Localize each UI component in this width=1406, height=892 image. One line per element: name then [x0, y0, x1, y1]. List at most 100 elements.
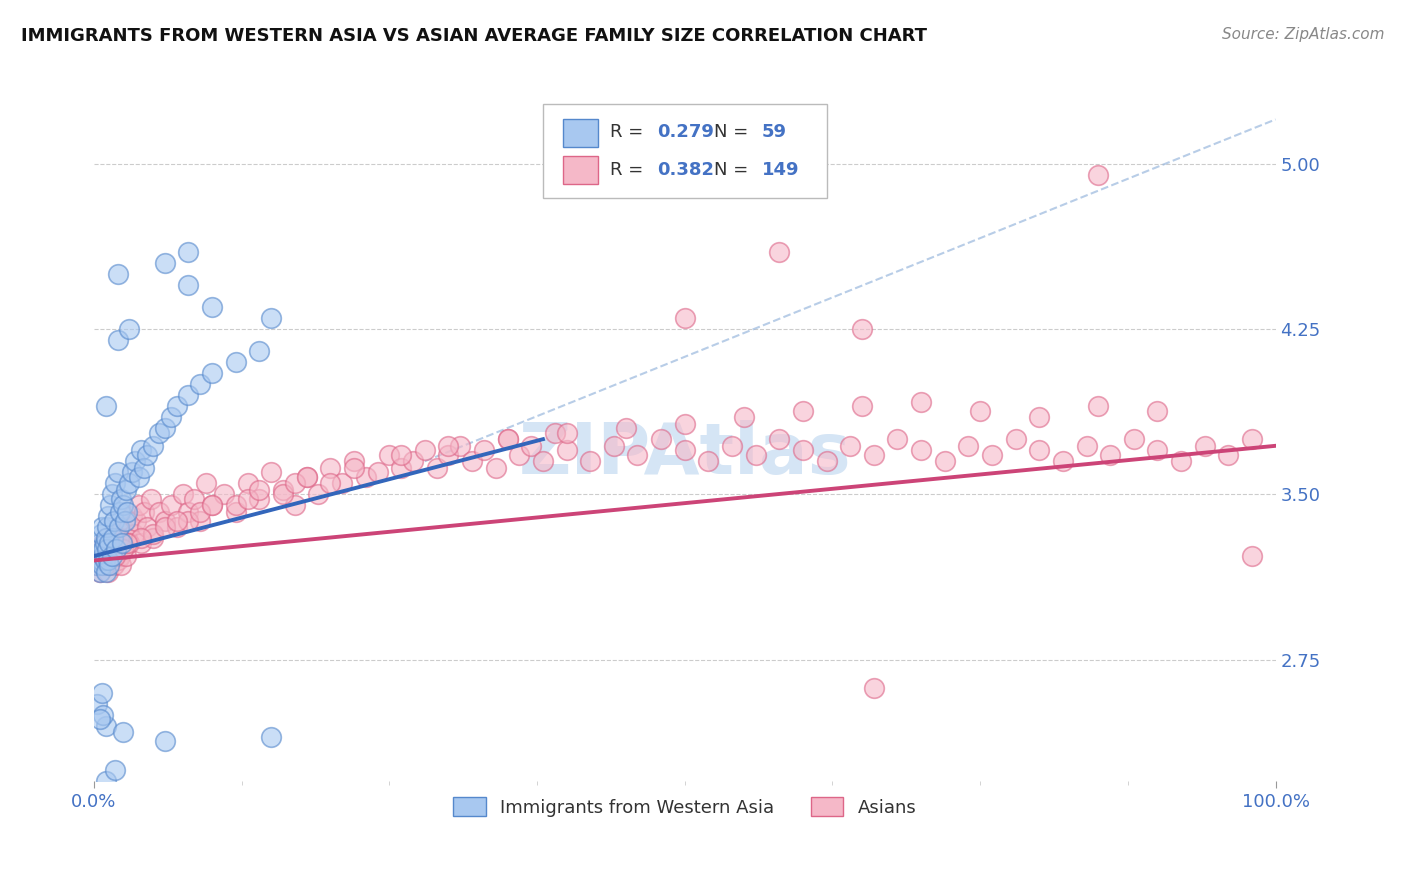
Point — [112, 542, 135, 557]
Point — [90, 527, 112, 541]
FancyBboxPatch shape — [543, 103, 827, 197]
Point — [744, 448, 766, 462]
Point — [247, 491, 270, 506]
Point — [93, 553, 115, 567]
Point — [461, 454, 484, 468]
Point — [910, 394, 932, 409]
Legend: Immigrants from Western Asia, Asians: Immigrants from Western Asia, Asians — [446, 790, 924, 824]
Point — [201, 499, 224, 513]
Point — [94, 399, 117, 413]
Point — [1099, 448, 1122, 462]
Point — [544, 425, 567, 440]
Text: 59: 59 — [762, 122, 786, 141]
Point — [111, 536, 134, 550]
Point — [98, 542, 121, 557]
Point — [104, 527, 127, 541]
Point — [236, 491, 259, 506]
Point — [91, 686, 114, 700]
Point — [107, 333, 129, 347]
Point — [86, 558, 108, 572]
Point — [93, 558, 115, 572]
Point — [1194, 439, 1216, 453]
Point — [437, 448, 460, 462]
Point — [271, 483, 294, 497]
Point — [225, 505, 247, 519]
Point — [114, 536, 136, 550]
Point — [673, 417, 696, 431]
Text: 0.382: 0.382 — [658, 161, 714, 178]
Point — [86, 558, 108, 572]
Point — [98, 558, 121, 572]
Point — [1170, 454, 1192, 468]
Point — [957, 439, 980, 453]
Point — [284, 499, 307, 513]
Point — [496, 432, 519, 446]
Point — [1240, 432, 1263, 446]
Point — [101, 549, 124, 563]
Point — [107, 536, 129, 550]
Point — [531, 454, 554, 468]
Point — [97, 565, 120, 579]
Point — [114, 483, 136, 497]
Point — [673, 443, 696, 458]
Point — [768, 244, 790, 259]
Point — [354, 469, 377, 483]
Point — [129, 536, 152, 550]
Point — [260, 730, 283, 744]
Point — [851, 322, 873, 336]
Point — [100, 553, 122, 567]
Point — [1028, 410, 1050, 425]
Text: IMMIGRANTS FROM WESTERN ASIA VS ASIAN AVERAGE FAMILY SIZE CORRELATION CHART: IMMIGRANTS FROM WESTERN ASIA VS ASIAN AV… — [21, 27, 927, 45]
Point — [93, 707, 115, 722]
Point — [104, 549, 127, 563]
Point — [768, 432, 790, 446]
Point — [132, 461, 155, 475]
Point — [862, 681, 884, 696]
Point — [437, 439, 460, 453]
Point — [94, 532, 117, 546]
Point — [100, 499, 122, 513]
Point — [159, 410, 181, 425]
Point — [177, 277, 200, 292]
Point — [295, 469, 318, 483]
Point — [121, 465, 143, 479]
Point — [89, 565, 111, 579]
Point — [89, 712, 111, 726]
Point — [98, 536, 121, 550]
Point — [87, 549, 110, 563]
Text: ZIPAtlas: ZIPAtlas — [519, 420, 851, 489]
Point — [402, 454, 425, 468]
Point — [166, 514, 188, 528]
Point — [87, 542, 110, 557]
Point — [124, 454, 146, 468]
Point — [93, 558, 115, 572]
Point — [86, 697, 108, 711]
Point — [100, 487, 122, 501]
Point — [626, 448, 648, 462]
Point — [148, 425, 170, 440]
Point — [413, 443, 436, 458]
Point — [153, 520, 176, 534]
Point — [90, 553, 112, 567]
Point — [1004, 432, 1026, 446]
Point — [520, 439, 543, 453]
Point — [319, 476, 342, 491]
Point — [132, 505, 155, 519]
Point — [225, 499, 247, 513]
Point — [839, 439, 862, 453]
Point — [201, 300, 224, 314]
Point — [153, 421, 176, 435]
Point — [122, 527, 145, 541]
Point — [851, 399, 873, 413]
Point — [153, 514, 176, 528]
Point — [100, 536, 122, 550]
Point — [177, 514, 200, 528]
Point — [177, 244, 200, 259]
Point — [94, 565, 117, 579]
Point — [472, 443, 495, 458]
Point — [1146, 443, 1168, 458]
Point — [496, 432, 519, 446]
Point — [125, 514, 148, 528]
Point — [307, 487, 329, 501]
Point — [129, 532, 152, 546]
